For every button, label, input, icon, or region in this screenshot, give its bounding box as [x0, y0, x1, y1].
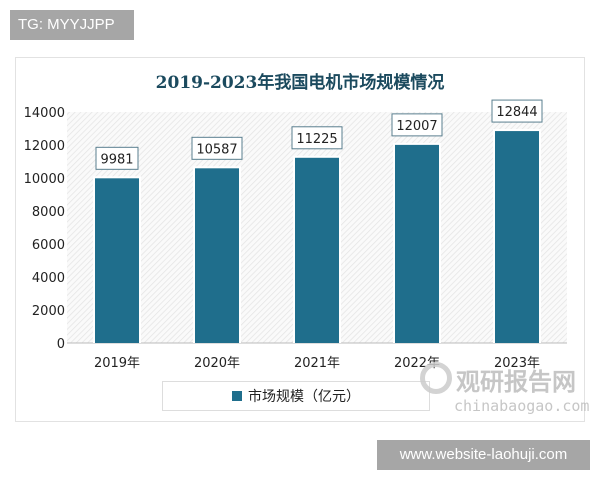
data-label: 12007	[396, 119, 437, 134]
data-label-box	[95, 146, 139, 170]
data-label: 12844	[496, 105, 537, 120]
watermark-name: 观研报告网	[456, 368, 576, 396]
y-tick-label: 6000	[32, 238, 65, 253]
tg-badge: TG: MYYJJPP	[10, 10, 134, 40]
data-label-box	[491, 99, 543, 123]
website-badge: www.website-laohuji.com	[377, 440, 590, 470]
y-tick-label: 12000	[24, 139, 65, 154]
watermark-url: chinabaogao.com	[454, 397, 590, 415]
data-label: 11225	[296, 132, 337, 147]
legend-swatch	[232, 391, 242, 401]
data-label: 9981	[100, 152, 133, 167]
y-tick-label: 14000	[24, 106, 65, 121]
y-tick-label: 0	[57, 337, 65, 352]
chart-title: 2019-2023年我国电机市场规模情况	[155, 73, 445, 93]
data-label-box	[291, 126, 343, 150]
watermark: 观研报告网 chinabaogao.com	[418, 362, 589, 415]
data-label: 10587	[196, 142, 237, 157]
bar	[495, 131, 539, 343]
x-tick-label: 2019年	[94, 356, 140, 371]
bar	[395, 144, 439, 343]
y-tick-label: 10000	[24, 172, 65, 187]
bar	[195, 168, 239, 343]
bar	[95, 178, 139, 343]
data-label-box	[391, 113, 443, 137]
x-tick-label: 2021年	[294, 356, 340, 371]
legend-label: 市场规模（亿元）	[248, 389, 360, 405]
y-tick-label: 4000	[32, 271, 65, 286]
y-tick-label: 2000	[32, 304, 65, 319]
x-tick-label: 2023年	[494, 356, 540, 371]
watermark-logo-icon	[420, 362, 452, 394]
data-label-box	[191, 136, 243, 160]
y-tick-label: 8000	[32, 205, 65, 220]
x-tick-label: 2020年	[194, 356, 240, 371]
legend: 市场规模（亿元）	[162, 381, 430, 411]
bar	[295, 157, 339, 343]
